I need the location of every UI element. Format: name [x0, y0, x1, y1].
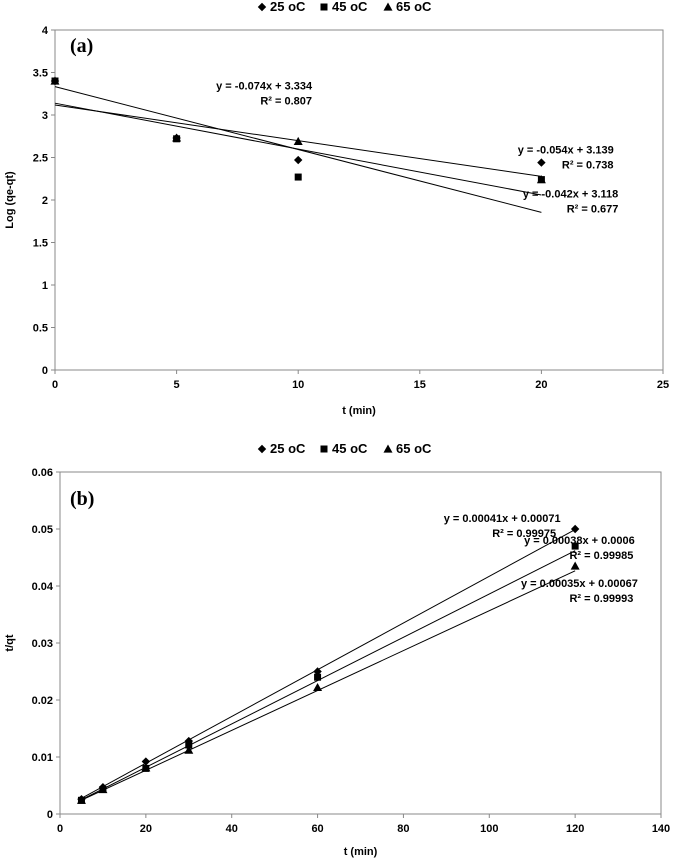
data-point — [98, 784, 108, 794]
x-tick-label: 5 — [174, 379, 180, 391]
legend-label: 45 oC — [332, 441, 368, 456]
data-point — [141, 757, 151, 766]
x-tick-label: 0 — [52, 379, 58, 391]
data-point — [570, 524, 580, 534]
data-point — [185, 741, 193, 749]
data-point — [50, 76, 60, 85]
trendline-1 — [54, 86, 542, 213]
y-tick-label: 2 — [42, 195, 48, 207]
x-tick-label: 10 — [292, 379, 304, 391]
panel-label: (a) — [70, 35, 93, 57]
legend-item: 25 oC — [257, 0, 306, 14]
data-point — [571, 542, 579, 550]
y-tick-label: 0.03 — [32, 638, 53, 650]
legend-marker-square — [320, 3, 328, 11]
equation-text: y = -0.042x + 3.118 — [523, 188, 618, 200]
r-squared-text: R² = 0.99985 — [569, 550, 633, 562]
legend-item: 45 oC — [320, 441, 368, 456]
y-tick-label: 1.5 — [33, 238, 48, 250]
x-axis-title: t (min) — [344, 846, 378, 858]
x-tick-label: 0 — [57, 823, 63, 835]
y-tick-label: 0.01 — [32, 752, 53, 764]
x-tick-label: 120 — [566, 823, 584, 835]
data-point — [76, 795, 86, 804]
legend-marker-triangle — [383, 444, 393, 453]
equation-text: y = -0.054x + 3.139 — [518, 144, 614, 156]
equation-text: y = 0.00038x + 0.0006 — [524, 535, 635, 547]
y-tick-label: 3.5 — [33, 68, 48, 80]
data-point — [184, 745, 194, 754]
y-tick-label: 0.04 — [32, 581, 54, 593]
x-tick-label: 60 — [311, 823, 323, 835]
data-point — [536, 175, 546, 184]
x-tick-label: 80 — [397, 823, 409, 835]
legend-label: 25 oC — [270, 0, 306, 14]
trendline-1 — [81, 550, 576, 801]
data-point — [294, 173, 302, 181]
x-tick-label: 20 — [535, 379, 547, 391]
data-point — [293, 136, 303, 145]
trend-equation: y = -0.042x + 3.118 R² = 0.677 — [523, 188, 619, 215]
legend-marker-diamond — [257, 444, 267, 454]
y-axis-title: t/qt — [4, 634, 16, 651]
data-point — [313, 682, 323, 692]
y-tick-label: 1 — [42, 280, 48, 292]
y-tick-label: 0 — [42, 365, 48, 377]
legend-label: 65 oC — [396, 0, 432, 14]
data-point — [313, 667, 322, 676]
y-tick-label: 4 — [42, 25, 49, 37]
x-tick-label: 15 — [414, 379, 426, 391]
legend-marker-diamond — [257, 2, 267, 12]
trendline-0 — [81, 529, 576, 799]
y-axis-title: Log (qe-qt) — [4, 171, 16, 229]
trend-equation: y = -0.054x + 3.139 R² = 0.738 — [518, 144, 614, 171]
x-tick-label: 100 — [480, 823, 498, 835]
legend-item: 45 oC — [320, 0, 368, 14]
y-tick-label: 2.5 — [33, 153, 48, 165]
equation-text: y = 0.00041x + 0.00071 — [444, 513, 561, 525]
data-point — [172, 133, 182, 142]
y-tick-label: 0.06 — [32, 467, 53, 479]
r-squared-text: R² = 0.99993 — [569, 593, 633, 605]
equation-text: y = -0.074x + 3.334 — [216, 81, 313, 93]
x-tick-label: 40 — [226, 823, 238, 835]
trend-equation: y = 0.00038x + 0.0006 R² = 0.99985 — [524, 535, 635, 562]
trendline-2 — [81, 570, 576, 801]
plot-area — [59, 471, 662, 815]
legend-item: 25 oC — [257, 441, 306, 456]
trend-equation: y = -0.074x + 3.334 R² = 0.807 — [216, 81, 313, 108]
x-tick-label: 20 — [140, 823, 152, 835]
legend-label: 45 oC — [332, 0, 368, 14]
chart-b: 25 oC 45 oC 65 oC (b) 0 20 40 60 80 100 120 140 0 0.0… — [4, 441, 670, 858]
x-tick-label: 140 — [652, 823, 670, 835]
data-point — [141, 763, 151, 772]
trend-equation: y = 0.00035x + 0.00067 R² = 0.99993 — [521, 578, 638, 605]
y-tick-label: 0.05 — [32, 524, 53, 536]
y-tick-label: 3 — [42, 110, 48, 122]
data-point — [570, 561, 580, 570]
y-tick-label: 0.02 — [32, 695, 53, 707]
data-point — [314, 673, 322, 681]
panel-label: (b) — [70, 488, 94, 510]
y-tick-label: 0.5 — [33, 323, 48, 335]
legend-marker-square — [320, 445, 328, 453]
r-squared-text: R² = 0.807 — [260, 96, 312, 108]
data-point — [294, 155, 303, 165]
legend-label: 25 oC — [270, 441, 306, 456]
x-tick-label: 25 — [657, 379, 669, 391]
r-squared-text: R² = 0.677 — [567, 203, 619, 215]
legend-item: 65 oC — [383, 441, 432, 456]
chart-a: 25 oC 45 oC 65 oC (a) 0 5 10 15 20 25 0 0.5 1 1.5 2 2.5… — [4, 0, 669, 417]
x-axis-title: t (min) — [342, 405, 376, 417]
r-squared-text: R² = 0.738 — [562, 159, 614, 171]
legend-label: 65 oC — [396, 441, 432, 456]
data-point — [537, 158, 546, 167]
r-squared-text: R² = 0.99975 — [492, 528, 556, 540]
legend-item: 65 oC — [383, 0, 432, 14]
y-tick-label: 0 — [47, 809, 53, 821]
equation-text: y = 0.00035x + 0.00067 — [521, 578, 638, 590]
legend-marker-triangle — [383, 2, 393, 11]
trend-equation: y = 0.00041x + 0.00071 R² = 0.99975 — [444, 513, 561, 540]
